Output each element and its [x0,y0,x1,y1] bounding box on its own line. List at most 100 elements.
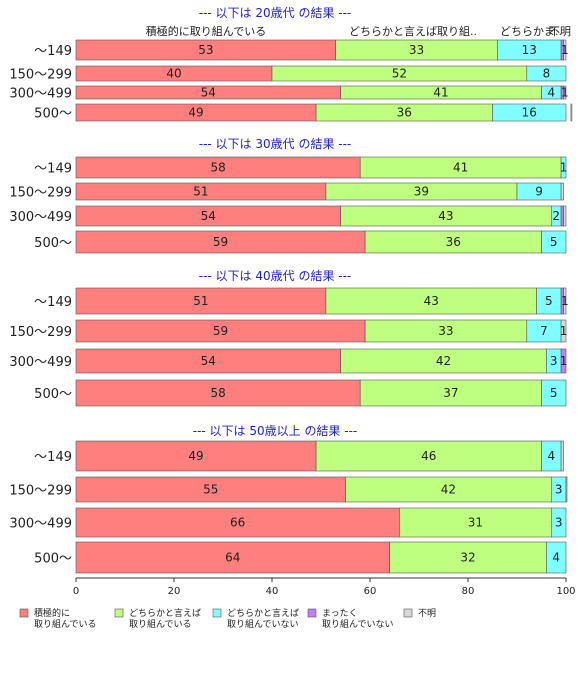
legend-swatch [19,608,29,618]
column-header: どちらかと言えば取り組.. [349,25,477,38]
legend-swatch [403,608,413,618]
x-tick-label: 60 [364,586,377,597]
column-header: 不明 [549,25,571,38]
legend-label: 取り組んでいる [129,618,192,630]
x-tick-label: 0 [73,586,79,597]
row-label: 500～ [34,552,72,567]
legend-label: 取り組んでいる [34,618,97,630]
data-label: 51 [193,294,208,308]
bar-segment [536,287,562,315]
bar-segment [75,379,361,407]
data-label: 31 [468,516,483,530]
data-label: 43 [424,294,439,308]
row-label: 300～499 [9,355,72,370]
data-label: 5 [545,294,553,308]
data-label: 36 [397,106,412,120]
data-label: 42 [441,483,456,497]
bar-segment [560,348,567,374]
row-label: 500～ [34,387,72,402]
bar-segment [563,205,567,227]
data-label: 54 [201,209,216,223]
data-label: 4 [552,551,560,565]
x-tick-label: 20 [168,586,181,597]
legend-label: 不明 [418,608,436,619]
group-title: --- 以下は 20歳代 の結果 --- [199,6,352,20]
bar-segment [526,65,567,82]
bar-segment [560,440,564,472]
data-label: 33 [409,43,424,57]
data-label: 3 [550,354,558,368]
data-label: 7 [540,324,548,338]
row-label: 150～299 [9,186,72,201]
data-label: 39 [414,185,429,199]
legend-swatch [212,608,222,618]
data-label: 4 [547,86,555,100]
bar-segment [541,379,567,407]
data-label: 4 [547,449,555,463]
data-label: 55 [203,483,218,497]
row-label: ～149 [34,295,72,310]
legend-label: まったく [322,608,358,619]
bar-segment [399,507,552,538]
row-label: ～149 [34,162,72,177]
legend-swatch [307,608,317,618]
bar-segment [345,476,552,503]
column-header: 積極的に取り組んでいる [146,24,266,38]
data-label: 9 [535,185,543,199]
row-label: 150～299 [9,484,72,499]
group-title: --- 以下は 50歳以上 の結果 --- [193,424,358,438]
bar-segment [340,348,547,374]
bar-segment [75,440,317,472]
data-label: 1 [561,43,569,57]
data-label: 52 [392,67,407,81]
row-label: 300～499 [9,87,72,102]
data-label: 41 [433,86,448,100]
data-label: 54 [201,354,216,368]
bar-segment [550,507,567,538]
data-label: 36 [446,235,461,249]
data-label: 3 [555,483,563,497]
x-tick-label: 100 [556,586,575,597]
data-label: 49 [188,106,203,120]
legend-label: 取り組んでいない [322,618,394,630]
data-label: 54 [201,86,216,100]
data-label: 32 [460,551,475,565]
x-tick-label: 40 [266,586,279,597]
data-label: 5 [550,235,558,249]
data-label: 59 [213,324,228,338]
bar-segment [315,440,542,472]
row-label: 500～ [34,107,72,122]
data-label: 66 [230,516,245,530]
column-header: どちらかま.. [500,25,562,38]
row-label: 300～499 [9,517,72,532]
data-label: 1 [560,324,568,338]
group-title: --- 以下は 30歳代 の結果 --- [199,137,352,151]
data-label: 1 [561,86,569,100]
data-label: 1 [560,354,568,368]
data-label: 58 [210,161,225,175]
data-label: 46 [421,449,436,463]
legend-label: どちらかと言えば [227,607,299,619]
data-label: 3 [555,516,563,530]
row-label: 150～299 [9,325,72,340]
data-label: 33 [438,324,453,338]
bar-segment [560,182,564,201]
row-label: 500～ [34,236,72,251]
data-label: 41 [453,161,468,175]
bar-segment [570,103,573,122]
data-label: 43 [438,209,453,223]
data-label: 1 [560,161,568,175]
bar-segment [546,541,567,574]
bar-segment [389,541,547,574]
data-label: 64 [225,551,240,565]
data-label: 13 [522,43,537,57]
bar-segment [75,348,341,374]
x-tick-label: 80 [462,586,475,597]
legend-label: 取り組んでいない [227,618,299,630]
bar-segment [492,103,567,122]
legend-swatch [114,608,124,618]
data-label: 2 [552,209,560,223]
data-label: 40 [166,67,181,81]
data-label: 1 [561,294,569,308]
